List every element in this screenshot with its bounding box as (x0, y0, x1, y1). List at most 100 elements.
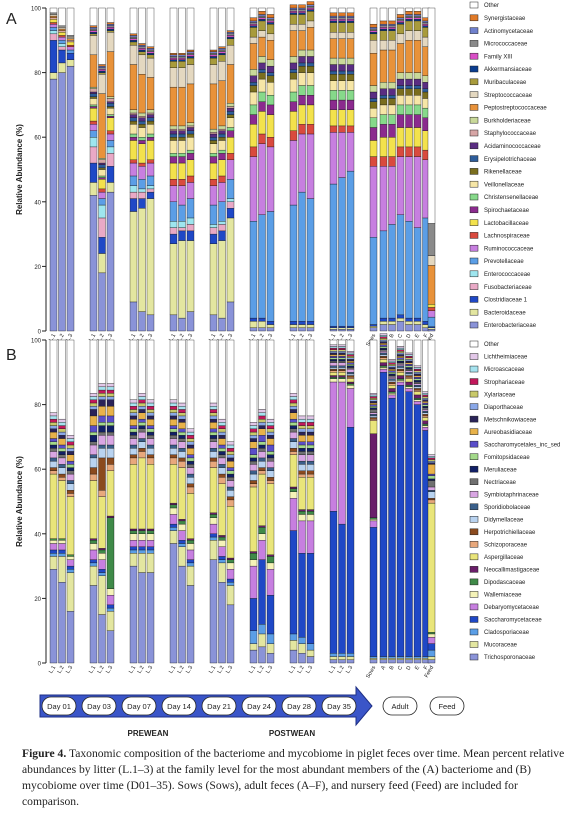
segment-clostridiaceae-1 (58, 49, 66, 64)
segment-streptococcaceae (98, 74, 106, 94)
bar-d (405, 339, 413, 664)
segment-trichosporonaceae (346, 659, 355, 664)
segment-peptostreptococcaceae (413, 40, 422, 73)
segment-bacteroidaceae (413, 321, 422, 325)
segment-other (306, 339, 315, 417)
segment-debaryomycetaceae (306, 520, 315, 554)
segment-akkermansiaceae (169, 59, 178, 62)
segment-micrococcaceae (89, 28, 98, 31)
legend-swatch (469, 270, 479, 278)
segment-nectriaceae (427, 480, 436, 488)
legend-swatch (469, 52, 479, 60)
segment-micrococcaceae (329, 17, 338, 20)
segment-micrococcaceae (427, 223, 436, 256)
segment-lichtheimiaceae (306, 415, 315, 420)
segment-aureobasidiaceae (106, 406, 115, 417)
segment-prevotellaceae (169, 201, 178, 222)
segment-family-xiii (329, 19, 338, 22)
bar-l-1 (89, 7, 98, 332)
segment-symbiotaphrinaceae (209, 441, 218, 449)
segment-microascaceae (379, 334, 388, 337)
segment-enterococcaceae (106, 146, 115, 154)
segment-lactobacillaceae (413, 127, 422, 148)
bar-l-2 (178, 339, 186, 664)
segment-actinomycetaceae (346, 15, 355, 18)
segment-other (413, 7, 422, 12)
segment-debaryomycetaceae (98, 559, 106, 570)
legend-entry: Lactobacillaceae (484, 221, 529, 227)
bar-feed (427, 7, 436, 332)
segment-lachnospiraceae (338, 125, 346, 133)
segment-diaporthaceae (369, 399, 378, 402)
segment-aspergillaceae (138, 457, 146, 530)
segment-staphylococcaceae (129, 112, 138, 115)
segment-ruminococcaceae (138, 166, 146, 180)
segment-other (58, 339, 66, 420)
segment-ruminococcaceae (106, 133, 115, 141)
segment-saccharomycetales-inc-sed (106, 415, 115, 423)
segment-fusobacteriaceae (129, 191, 138, 199)
segment-staphylococcaceae (66, 40, 75, 43)
segment-lactobacillaceae (346, 109, 355, 127)
segment-mucoraceae (218, 562, 226, 583)
segment-schizoporaceae (388, 383, 396, 386)
bar-b (388, 339, 396, 664)
legend-entry: Other (484, 3, 499, 9)
segment-muribaculaceae (209, 57, 218, 65)
bar-l-2 (98, 339, 106, 664)
segment-clostridiaceae-1 (186, 230, 195, 241)
day-day-21: Day 21 (201, 696, 237, 716)
bar-c (396, 7, 405, 332)
legend-swatch (469, 180, 479, 188)
segment-dipodascaceae (218, 536, 226, 541)
segment-erysipelotrichaceae (89, 93, 98, 98)
segment-prevotellaceae (138, 179, 146, 190)
segment-prevotellaceae (129, 175, 138, 186)
segment-xylariaceae (106, 393, 115, 397)
segment-xylariaceae (396, 351, 405, 354)
segment-nectriaceae (58, 454, 66, 459)
segment-ruminococcaceae (178, 185, 186, 206)
segment-enterococcaceae (226, 198, 235, 202)
segment-microascaceae (369, 394, 378, 397)
day-pill (281, 696, 317, 716)
legend-entry: Synergistaceae (484, 16, 526, 22)
segment-lichtheimiaceae (169, 399, 178, 404)
segment-peptostreptococcaceae (98, 93, 106, 159)
segment-debaryomycetaceae (138, 540, 146, 547)
segment-saccharomycetaceae (58, 549, 66, 554)
segment-herpotrichiellaceae (218, 473, 226, 478)
segment-sporidiobolaceae (266, 467, 275, 471)
segment-strophariaceae (298, 422, 306, 426)
segment-nectriaceae (329, 360, 338, 363)
segment-bacteroidaceae (396, 317, 405, 322)
segment-sporidiobolaceae (249, 470, 258, 475)
segment-streptococcaceae (405, 30, 413, 41)
segment-fusobacteriaceae (146, 188, 155, 193)
segment-diaporthaceae (396, 352, 405, 355)
day-pill (81, 696, 117, 716)
segment-rikenellaceae (258, 72, 266, 80)
segment-microascaceae (396, 347, 405, 350)
segment-saccharomycetales-inc-sed (266, 444, 275, 452)
segment-fomitopsidaceae (266, 451, 275, 455)
panel-letter: B (6, 347, 17, 364)
segment-christensenellaceae (413, 104, 422, 115)
x-tick-label: L.1 (288, 665, 297, 675)
segment-spirochaetaceae (178, 156, 186, 164)
segment-aureobasidiaceae (258, 428, 266, 436)
segment-mucoraceae (405, 657, 413, 660)
segment-fusobacteriaceae (106, 153, 115, 167)
segment-lichtheimiaceae (258, 409, 266, 413)
segment-burkholderiaceae (146, 109, 155, 114)
segment-erysipelotrichaceae (249, 82, 258, 86)
segment-didymellaceae (306, 464, 315, 471)
segment-streptococcaceae (289, 23, 298, 31)
segment-acidaminococcaceae (186, 127, 195, 131)
segment-metschnikowiaceae (209, 418, 218, 423)
bar-d (405, 7, 413, 332)
segment-mucoraceae (146, 553, 155, 573)
segment-cladosporiaceae (106, 607, 115, 612)
segment-rikenellaceae (329, 74, 338, 81)
segment-muribaculaceae (338, 22, 346, 33)
